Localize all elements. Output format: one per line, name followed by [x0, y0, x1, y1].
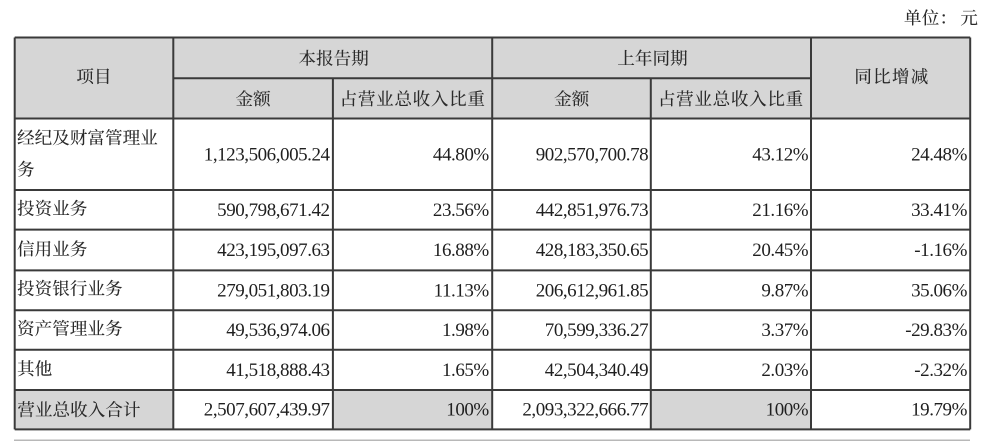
svg-text:-1.16%: -1.16%	[914, 240, 967, 261]
svg-text:11.13%: 11.13%	[434, 281, 490, 302]
svg-text:3.37%: 3.37%	[761, 320, 808, 341]
svg-text:-2.32%: -2.32%	[914, 360, 967, 381]
svg-text:2,093,322,666.77: 2,093,322,666.77	[522, 400, 648, 421]
svg-text:41,518,888.43: 41,518,888.43	[226, 360, 329, 381]
svg-text:9.87%: 9.87%	[761, 281, 808, 302]
svg-text:1,123,506,005.24: 1,123,506,005.24	[204, 144, 331, 165]
svg-text:2,507,607,439.97: 2,507,607,439.97	[204, 400, 330, 421]
svg-text:23.56%: 23.56%	[433, 200, 490, 221]
svg-text:70,599,336.27: 70,599,336.27	[545, 320, 648, 341]
svg-text:423,195,097.63: 423,195,097.63	[217, 240, 329, 261]
svg-text:2.03%: 2.03%	[761, 360, 808, 381]
svg-text:43.12%: 43.12%	[752, 144, 809, 165]
svg-text:-29.83%: -29.83%	[905, 320, 967, 341]
svg-text:100%: 100%	[446, 400, 489, 421]
svg-text:20.45%: 20.45%	[752, 240, 809, 261]
svg-text:279,051,803.19: 279,051,803.19	[217, 281, 329, 302]
svg-text:21.16%: 21.16%	[752, 200, 809, 221]
svg-text:206,612,961.85: 206,612,961.85	[536, 281, 648, 302]
svg-text:100%: 100%	[766, 400, 809, 421]
svg-text:442,851,976.73: 442,851,976.73	[536, 200, 648, 221]
svg-text:24.48%: 24.48%	[911, 144, 968, 165]
svg-text:19.79%: 19.79%	[911, 400, 968, 421]
svg-text:49,536,974.06: 49,536,974.06	[226, 320, 329, 341]
svg-text:902,570,700.78: 902,570,700.78	[536, 144, 648, 165]
svg-text:590,798,671.42: 590,798,671.42	[217, 200, 329, 221]
svg-text:1.65%: 1.65%	[442, 360, 489, 381]
svg-text:428,183,350.65: 428,183,350.65	[536, 240, 648, 261]
svg-text:16.88%: 16.88%	[433, 240, 490, 261]
svg-text:35.06%: 35.06%	[911, 281, 968, 302]
svg-text:33.41%: 33.41%	[911, 200, 968, 221]
svg-text:1.98%: 1.98%	[442, 320, 489, 341]
svg-text:44.80%: 44.80%	[433, 144, 490, 165]
svg-text:42,504,340.49: 42,504,340.49	[545, 360, 648, 381]
